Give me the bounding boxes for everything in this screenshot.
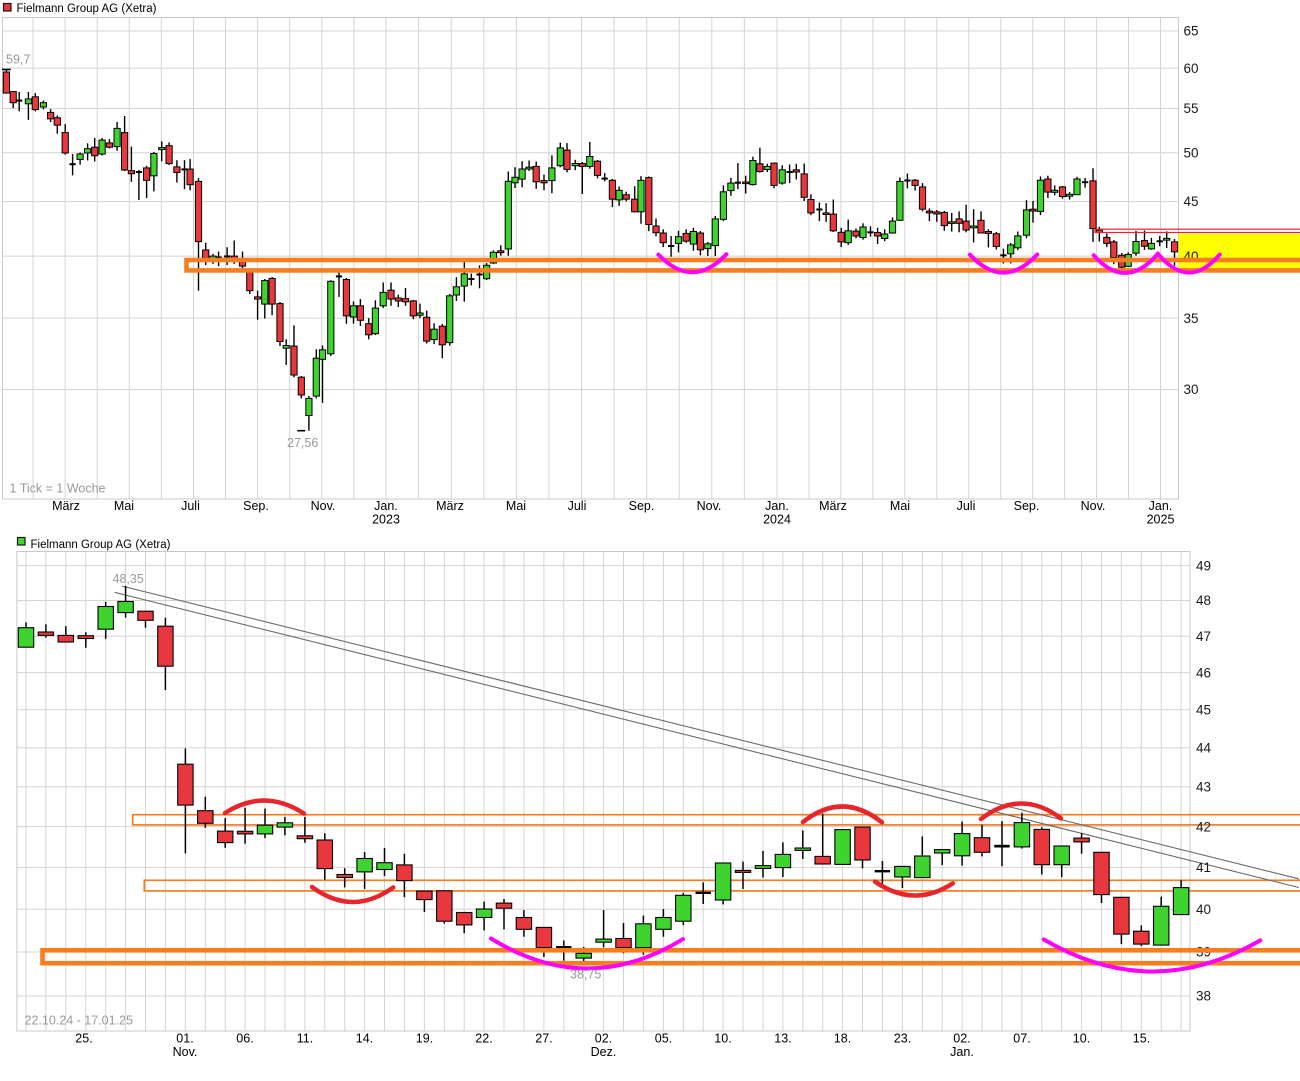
- svg-text:45: 45: [1196, 703, 1211, 718]
- svg-text:Sep.: Sep.: [1014, 499, 1040, 513]
- svg-text:März: März: [52, 499, 80, 513]
- svg-text:44: 44: [1196, 741, 1212, 756]
- svg-text:02.: 02.: [953, 1032, 970, 1046]
- svg-text:Fielmann Group AG (Xetra): Fielmann Group AG (Xetra): [17, 3, 157, 15]
- svg-text:März: März: [819, 499, 847, 513]
- svg-text:Jan.: Jan.: [374, 499, 398, 513]
- svg-text:22.10.24 - 17.01.25: 22.10.24 - 17.01.25: [25, 1014, 133, 1028]
- svg-text:Mai: Mai: [890, 499, 910, 513]
- svg-text:Mai: Mai: [114, 499, 134, 513]
- svg-text:07.: 07.: [1013, 1032, 1030, 1046]
- svg-text:59,7: 59,7: [6, 53, 30, 67]
- svg-text:10.: 10.: [714, 1032, 731, 1046]
- svg-text:18.: 18.: [834, 1032, 851, 1046]
- svg-text:11.: 11.: [297, 1032, 313, 1046]
- svg-text:60: 60: [1184, 61, 1199, 76]
- svg-text:48,35: 48,35: [113, 572, 144, 586]
- svg-text:46: 46: [1196, 665, 1211, 680]
- svg-text:Dez.: Dez.: [591, 1045, 617, 1059]
- svg-text:48: 48: [1196, 593, 1211, 608]
- svg-text:Juli: Juli: [957, 499, 976, 513]
- svg-text:55: 55: [1184, 101, 1199, 116]
- svg-text:25.: 25.: [75, 1032, 92, 1046]
- svg-text:27.: 27.: [535, 1032, 552, 1046]
- svg-text:2023: 2023: [372, 513, 400, 527]
- svg-text:27,56: 27,56: [287, 436, 318, 450]
- svg-text:15.: 15.: [1133, 1032, 1150, 1046]
- svg-text:10.: 10.: [1073, 1032, 1090, 1046]
- svg-text:49: 49: [1196, 558, 1211, 573]
- svg-text:Nov.: Nov.: [311, 499, 336, 513]
- svg-text:40: 40: [1196, 902, 1211, 917]
- svg-text:März: März: [436, 499, 464, 513]
- svg-text:05.: 05.: [655, 1032, 672, 1046]
- svg-text:38: 38: [1196, 989, 1211, 1004]
- svg-text:Juli: Juli: [181, 499, 200, 513]
- svg-text:01.: 01.: [176, 1032, 193, 1046]
- svg-text:13.: 13.: [774, 1032, 791, 1046]
- svg-text:Nov.: Nov.: [173, 1045, 198, 1059]
- svg-text:Jan.: Jan.: [950, 1045, 974, 1059]
- svg-text:Nov.: Nov.: [1081, 499, 1106, 513]
- svg-text:Mai: Mai: [506, 499, 526, 513]
- svg-text:Nov.: Nov.: [697, 499, 722, 513]
- svg-text:65: 65: [1184, 24, 1199, 39]
- svg-text:45: 45: [1184, 194, 1199, 209]
- svg-text:50: 50: [1184, 145, 1199, 160]
- svg-text:22.: 22.: [475, 1032, 492, 1046]
- svg-text:38,75: 38,75: [570, 968, 601, 982]
- svg-text:42: 42: [1196, 819, 1211, 834]
- svg-text:30: 30: [1184, 382, 1199, 397]
- svg-text:Juli: Juli: [568, 499, 587, 513]
- svg-text:23.: 23.: [894, 1032, 911, 1046]
- svg-text:02.: 02.: [595, 1032, 612, 1046]
- svg-text:06.: 06.: [236, 1032, 253, 1046]
- svg-text:1 Tick = 1 Woche: 1 Tick = 1 Woche: [10, 482, 106, 496]
- svg-text:Jan.: Jan.: [1149, 499, 1173, 513]
- svg-text:2024: 2024: [763, 513, 791, 527]
- svg-text:35: 35: [1184, 311, 1199, 326]
- svg-text:Jan.: Jan.: [765, 499, 789, 513]
- svg-text:14.: 14.: [356, 1032, 373, 1046]
- svg-text:2025: 2025: [1147, 513, 1175, 527]
- svg-text:19.: 19.: [416, 1032, 433, 1046]
- svg-text:47: 47: [1196, 629, 1211, 644]
- svg-text:Fielmann Group AG (Xetra): Fielmann Group AG (Xetra): [31, 539, 171, 551]
- svg-text:43: 43: [1196, 779, 1211, 794]
- svg-text:Sep.: Sep.: [243, 499, 269, 513]
- svg-text:41: 41: [1196, 860, 1211, 875]
- svg-text:Sep.: Sep.: [629, 499, 655, 513]
